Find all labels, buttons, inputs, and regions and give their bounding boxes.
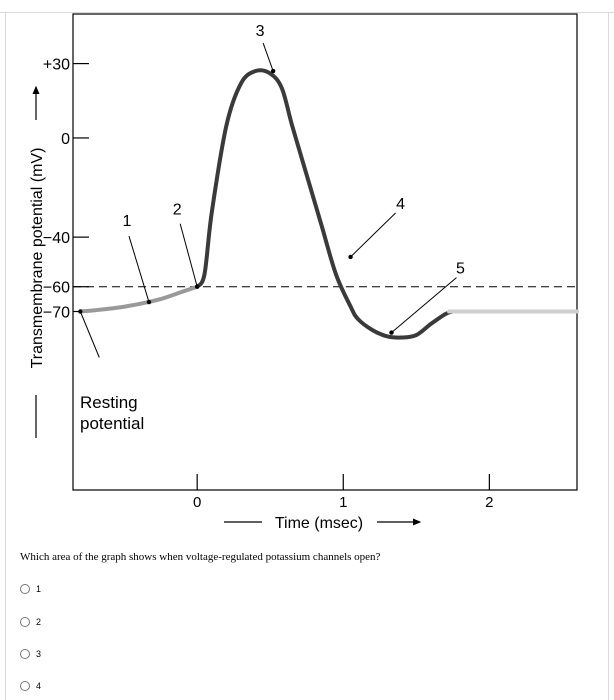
annotation-point-5 bbox=[389, 330, 394, 335]
annotation-leader-4 bbox=[350, 212, 396, 258]
action-potential-curve bbox=[195, 68, 455, 340]
resting-label-line1: Resting bbox=[80, 393, 138, 412]
annotation-leader-3 bbox=[262, 42, 274, 72]
plot-area bbox=[72, 13, 578, 491]
x-tick-label: 2 bbox=[485, 494, 493, 511]
radio-button[interactable] bbox=[20, 617, 30, 627]
annotation-point-3 bbox=[270, 68, 276, 74]
annotation-label-2: 2 bbox=[173, 202, 182, 219]
annotation-leader-1 bbox=[128, 235, 150, 303]
resting-label-line2: potential bbox=[80, 414, 144, 433]
y-tick-label: −70 bbox=[43, 305, 70, 322]
x-axis-label: Time (msec) bbox=[275, 515, 363, 532]
option-label: 3 bbox=[36, 649, 42, 659]
page-frame-top bbox=[0, 0, 614, 13]
option-label: 1 bbox=[36, 584, 42, 594]
answer-option-1[interactable]: 1 bbox=[20, 582, 41, 596]
y-tick-label: +30 bbox=[43, 57, 70, 74]
answer-option-4[interactable]: 4 bbox=[20, 679, 41, 693]
annotation-label-5: 5 bbox=[456, 261, 465, 278]
y-tick-label: −60 bbox=[43, 280, 70, 297]
annotation-point-4 bbox=[348, 254, 353, 260]
resting-leader bbox=[79, 311, 100, 358]
radio-button[interactable] bbox=[20, 649, 30, 659]
action-potential-chart: +30 0 −40 −60 −70 0 1 2 1 2 3 4 5 Transmembrane pot… bbox=[29, 13, 579, 532]
answer-option-2[interactable]: 2 bbox=[20, 615, 41, 629]
annotation-label-1: 1 bbox=[123, 213, 132, 230]
radio-button[interactable] bbox=[20, 681, 30, 691]
x-tick-label: 0 bbox=[193, 494, 201, 511]
annotation-point-1 bbox=[146, 299, 152, 305]
page-frame-right bbox=[608, 12, 614, 700]
prepotential-segment bbox=[78, 284, 200, 314]
option-label: 4 bbox=[36, 681, 42, 691]
y-tick-label: 0 bbox=[61, 131, 70, 148]
page-frame-left bbox=[0, 12, 6, 700]
radio-button[interactable] bbox=[20, 584, 30, 594]
answer-option-3[interactable]: 3 bbox=[20, 647, 41, 661]
x-tick-label: 1 bbox=[339, 494, 347, 511]
annotation-label-4: 4 bbox=[396, 196, 405, 213]
option-label: 2 bbox=[36, 617, 42, 627]
annotation-leader-5 bbox=[391, 277, 457, 333]
annotation-point-2 bbox=[194, 284, 200, 289]
annotation-leader-2 bbox=[179, 223, 198, 287]
y-axis-label: Transmembrane potential (mV) bbox=[29, 148, 46, 369]
annotation-label-3: 3 bbox=[256, 23, 265, 40]
question-text: Which area of the graph shows when volta… bbox=[20, 551, 381, 563]
y-tick-label: −40 bbox=[43, 230, 70, 247]
